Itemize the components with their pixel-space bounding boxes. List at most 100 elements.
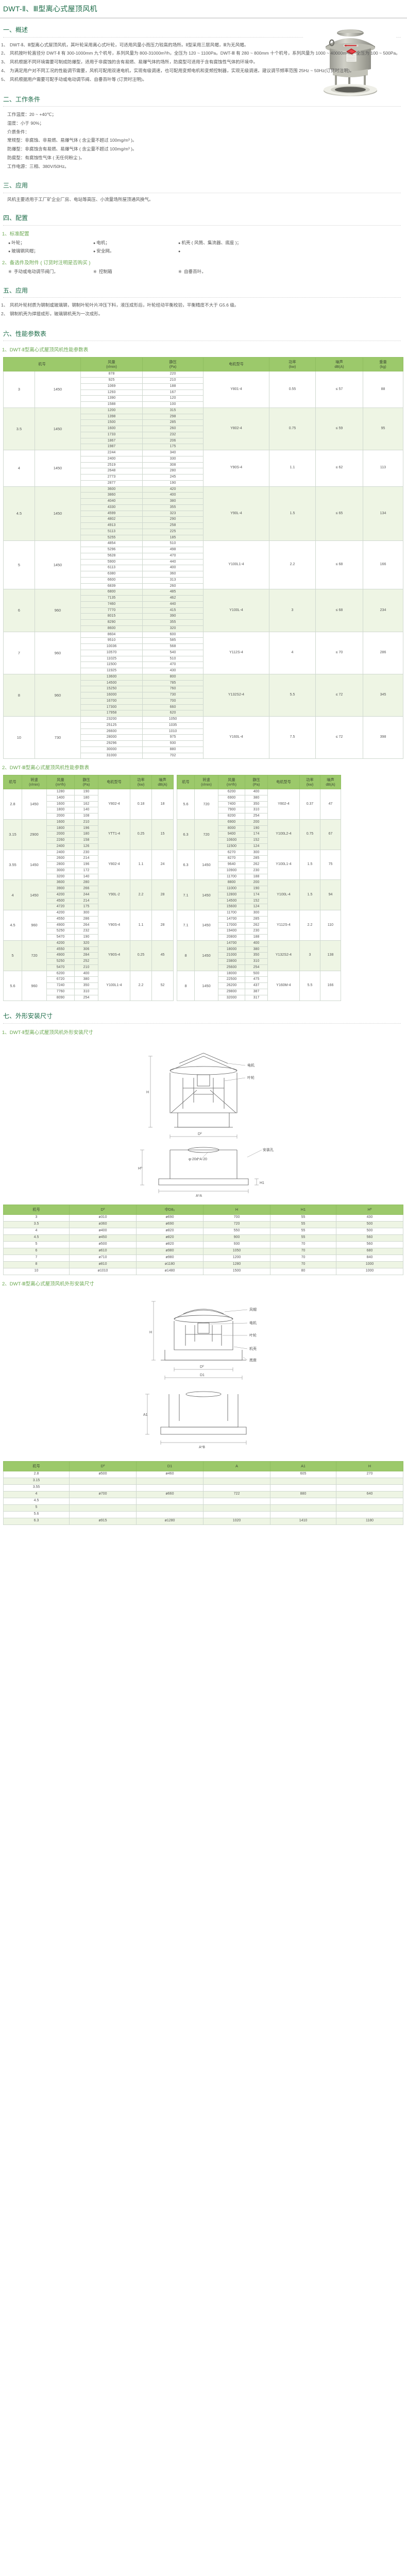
table-row: 5255 185 [4, 534, 403, 541]
cell-static-pressure: 196 [74, 825, 98, 832]
cell-static-pressure: 400 [142, 565, 204, 572]
table-row: 4200 244 [4, 891, 174, 899]
list-number: 1、 [1, 42, 8, 47]
cell-dimension [136, 1511, 204, 1518]
cell-static-pressure: 152 [245, 837, 268, 844]
cell-flow: 1600 [46, 801, 75, 808]
col-header-A1: A1 [270, 1461, 336, 1471]
table-row: 7.1 1450 8800 200 Y100L-4 1.5 94 [177, 879, 341, 911]
table-row: 4599 323 [4, 510, 403, 517]
cell-static-pressure: 500 [245, 970, 268, 977]
cell-flow: 15600 [218, 904, 245, 911]
cell-static-pressure: 180 [74, 794, 98, 802]
cell-static-pressure: 420 [142, 486, 204, 493]
table-body: 5.6 720 6200 400 Y802-4 0.37 47 6900 380 7400 350 7… [177, 789, 341, 1002]
cell-flow: 29296 [80, 740, 143, 747]
cell-static-pressure: 175 [74, 904, 98, 911]
table-row: 2000 180 [4, 831, 174, 838]
cell-static-pressure: 298 [142, 413, 204, 420]
cell-noise: ≤ 72 [315, 716, 363, 759]
cell-dimension: 560 [336, 1234, 403, 1242]
cell-dimension [69, 1511, 137, 1518]
col-header-power: 功率 (kw) [269, 357, 316, 372]
table-header-row: 机号 Dº 中D8₀ H H1 Hº [3, 1205, 403, 1215]
cell-flow: 7770 [80, 607, 143, 614]
table-row: 1500 285 [4, 419, 403, 427]
cell-static-pressure: 440 [142, 601, 204, 608]
cell-dimension [270, 1477, 336, 1485]
cell-motor: Y90L-2 [98, 879, 130, 911]
cell-static-pressure: 284 [74, 952, 98, 959]
cell-dimension: ø450 [69, 1234, 137, 1242]
cell-weight: 134 [363, 486, 403, 541]
cell-flow: 1069 [80, 383, 143, 390]
cell-static-pressure: 285 [142, 419, 204, 427]
cell-static-pressure: 485 [142, 589, 204, 596]
cell-static-pressure: 600 [142, 631, 204, 638]
cell-flow: 8604 [80, 631, 143, 638]
col-header-flow: 风量 (m³/h) [218, 774, 245, 790]
cell-flow: 25600 [218, 964, 245, 971]
col-header-motor: 电机型号 [267, 774, 300, 790]
cell-static-pressure: 387 [245, 988, 268, 995]
cell-power: 0.25 [130, 940, 152, 971]
cell-dimension [336, 1511, 403, 1518]
dimension-table-dwt2: 机号 Dº 中D8₀ H H1 Hº 3 ø310 ø690 700 55 430 3.5 ø… [3, 1205, 403, 1275]
list-item: 1、 DWT-Ⅱ、Ⅲ型离心式屋顶风机，其叶轮采用离心式叶轮，可适用风量小而压力较高… [0, 41, 407, 49]
cell-model: 5 [3, 540, 35, 590]
table-row: 22500 475 [177, 976, 341, 984]
cell-power: 5.5 [299, 970, 320, 1002]
technical-drawing-dwt2: H Hº H1 Dº A*A 电机 叶轮 安装孔 φ-20d*A-20 [138, 1053, 274, 1198]
cell-static-pressure: 254 [245, 813, 268, 820]
table-row: 16700 700 [4, 698, 403, 705]
cell-flow: 1280 [46, 789, 75, 795]
cell-flow: 5113 [80, 528, 143, 535]
cell-noise: 52 [151, 970, 174, 1002]
table-row: 7770 415 [4, 607, 403, 614]
cell-dimension: 55 [270, 1221, 336, 1228]
cell-flow: 14500 [218, 897, 245, 905]
cell-flow: 17300 [80, 704, 143, 711]
cell-flow: 23200 [80, 716, 143, 723]
cell-flow: 1398 [80, 413, 143, 420]
cell-dimension: 1200 [203, 1254, 270, 1262]
standard-config-grid: 叶轮； 电机； 机壳 ( 风筒、集流器、底座 )； 玻璃钢风帽； 安全网。 [8, 240, 407, 255]
table-row: 3900 266 [4, 886, 174, 892]
cell-flow: 10900 [218, 867, 245, 874]
cell-flow: 8270 [218, 855, 245, 862]
cell-static-pressure: 310 [245, 958, 268, 965]
cell-motor: Y100L-4 [203, 589, 269, 632]
col-header-rpm: 转速 (r/min) [22, 774, 47, 790]
cell-flow: 2400 [80, 455, 143, 463]
col-header-static-pressure: 静压 (Pa) [142, 357, 204, 372]
cell-static-pressure: 188 [142, 383, 204, 390]
cell-flow: 5470 [46, 964, 75, 971]
table-row: 17000 262 [177, 922, 341, 929]
cell-dimension: ø310 [69, 1214, 137, 1222]
cell-static-pressure: 200 [245, 819, 268, 826]
cell-flow: 11700 [218, 873, 245, 880]
cell-flow: 2000 [46, 813, 75, 820]
cell-power: 1.5 [269, 486, 316, 541]
cell-flow: 7460 [80, 601, 143, 608]
cell-static-pressure: 108 [74, 813, 98, 820]
cell-static-pressure: 300 [245, 910, 268, 917]
cell-weight: 166 [363, 540, 403, 590]
cell-static-pressure: 162 [74, 801, 98, 808]
cell-flow: 1200 [80, 407, 143, 414]
cell-power: 3 [299, 940, 320, 971]
cell-flow: 8000 [218, 825, 245, 832]
cell-flow: 31000 [80, 752, 143, 759]
cell-weight: 345 [363, 673, 403, 717]
cell-rpm: 1450 [194, 970, 218, 1002]
list-text: 风机叶轮材质为钢制或玻璃钢，钢制叶轮叶片冲压下料，液压成形后，叶轮经动平衡校验，… [10, 302, 239, 308]
table-row: 7.1 1450 11700 300 Y112S-4 2.2 110 [177, 910, 341, 941]
config-item: 玻璃钢风帽； [8, 248, 93, 255]
cell-flow: 10600 [218, 837, 245, 844]
cell-flow: 16700 [80, 698, 143, 705]
col-header-H: H [203, 1205, 270, 1215]
cell-noise: 75 [320, 849, 341, 880]
table-row: 20800 188 [177, 934, 341, 941]
cell-motor: Y90L-4 [203, 486, 269, 541]
cell-static-pressure: 400 [142, 492, 204, 499]
